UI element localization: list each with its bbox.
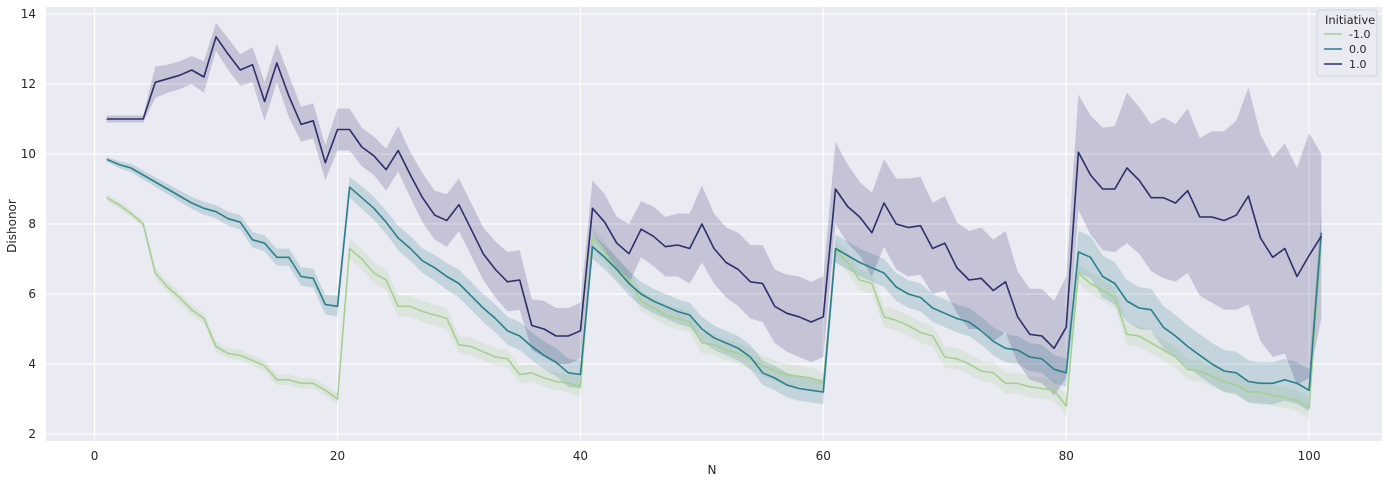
series-line-0.0 (106, 158, 1323, 393)
y-tick-labels: 2 4 6 8 10 12 14 (21, 7, 36, 441)
y-tick-label: 14 (21, 7, 36, 21)
confidence-bands (106, 22, 1322, 419)
legend-title: Initiative (1325, 13, 1375, 27)
y-tick-label: 4 (28, 357, 36, 371)
x-tick-label: 40 (573, 449, 588, 463)
y-axis-label: Dishonor (5, 199, 19, 253)
confidence-band-1.0 (106, 22, 1322, 396)
x-tick-label: 60 (816, 449, 831, 463)
legend: Initiative -1.0 0.0 1.0 (1316, 9, 1378, 77)
grid (46, 7, 1382, 441)
series-lines (106, 35, 1323, 409)
y-tick-label: 10 (21, 147, 36, 161)
series-line-1.0 (106, 35, 1322, 350)
x-tick-label: 20 (330, 449, 345, 463)
y-tick-label: 2 (28, 427, 36, 441)
x-axis-label: N (708, 463, 717, 477)
x-tick-label: 80 (1059, 449, 1074, 463)
legend-label: -1.0 (1349, 28, 1370, 41)
x-tick-labels: 0 20 40 60 80 100 (91, 449, 1321, 463)
x-tick-label: 100 (1298, 449, 1321, 463)
x-tick-label: 0 (91, 449, 99, 463)
legend-label: 0.0 (1349, 43, 1367, 56)
legend-box (1316, 9, 1378, 77)
y-tick-label: 6 (28, 287, 36, 301)
y-tick-label: 8 (28, 217, 36, 231)
y-tick-label: 12 (21, 77, 36, 91)
confidence-band-0.0 (106, 156, 1322, 412)
legend-label: 1.0 (1349, 58, 1367, 71)
series-line--1.0 (106, 197, 1323, 409)
